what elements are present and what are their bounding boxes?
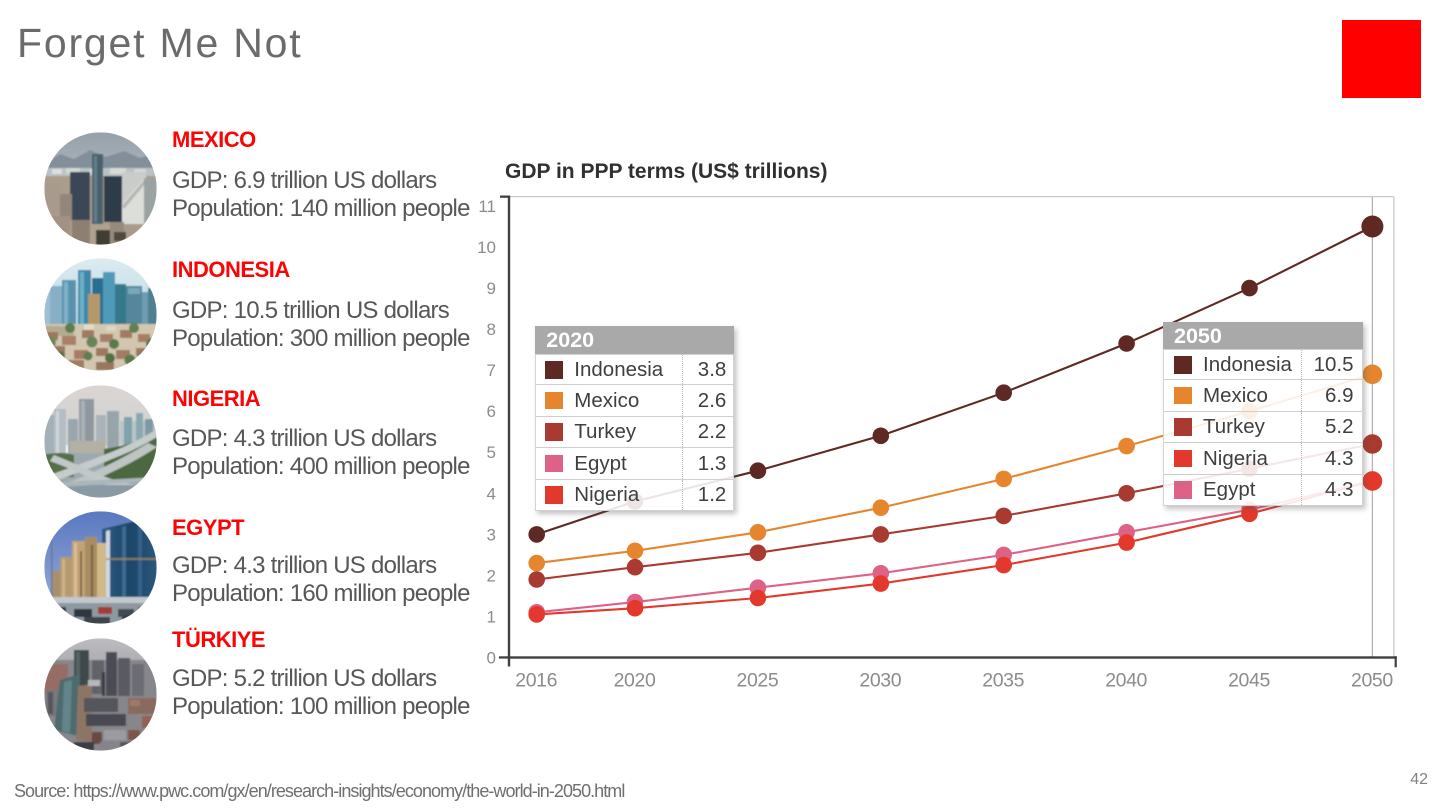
svg-text:2016: 2016: [515, 670, 557, 692]
svg-text:7: 7: [487, 361, 496, 380]
svg-text:4: 4: [487, 484, 496, 503]
svg-text:10: 10: [477, 238, 496, 257]
svg-text:GDP in PPP terms (US$ trillion: GDP in PPP terms (US$ trillions): [505, 160, 827, 183]
svg-text:2020: 2020: [614, 670, 656, 692]
svg-text:2035: 2035: [982, 670, 1024, 692]
svg-text:2045: 2045: [1228, 670, 1270, 692]
svg-text:1: 1: [487, 608, 496, 627]
svg-text:8: 8: [487, 320, 496, 339]
svg-text:2030: 2030: [859, 670, 901, 692]
svg-text:2040: 2040: [1105, 670, 1147, 692]
svg-text:2025: 2025: [737, 670, 779, 692]
svg-text:2050: 2050: [1351, 670, 1393, 692]
svg-text:2: 2: [487, 566, 496, 585]
svg-text:9: 9: [487, 279, 496, 298]
svg-text:5: 5: [487, 443, 496, 462]
svg-text:3: 3: [487, 525, 496, 544]
svg-text:0: 0: [487, 649, 496, 668]
svg-text:11: 11: [478, 197, 496, 216]
svg-text:6: 6: [487, 402, 496, 421]
